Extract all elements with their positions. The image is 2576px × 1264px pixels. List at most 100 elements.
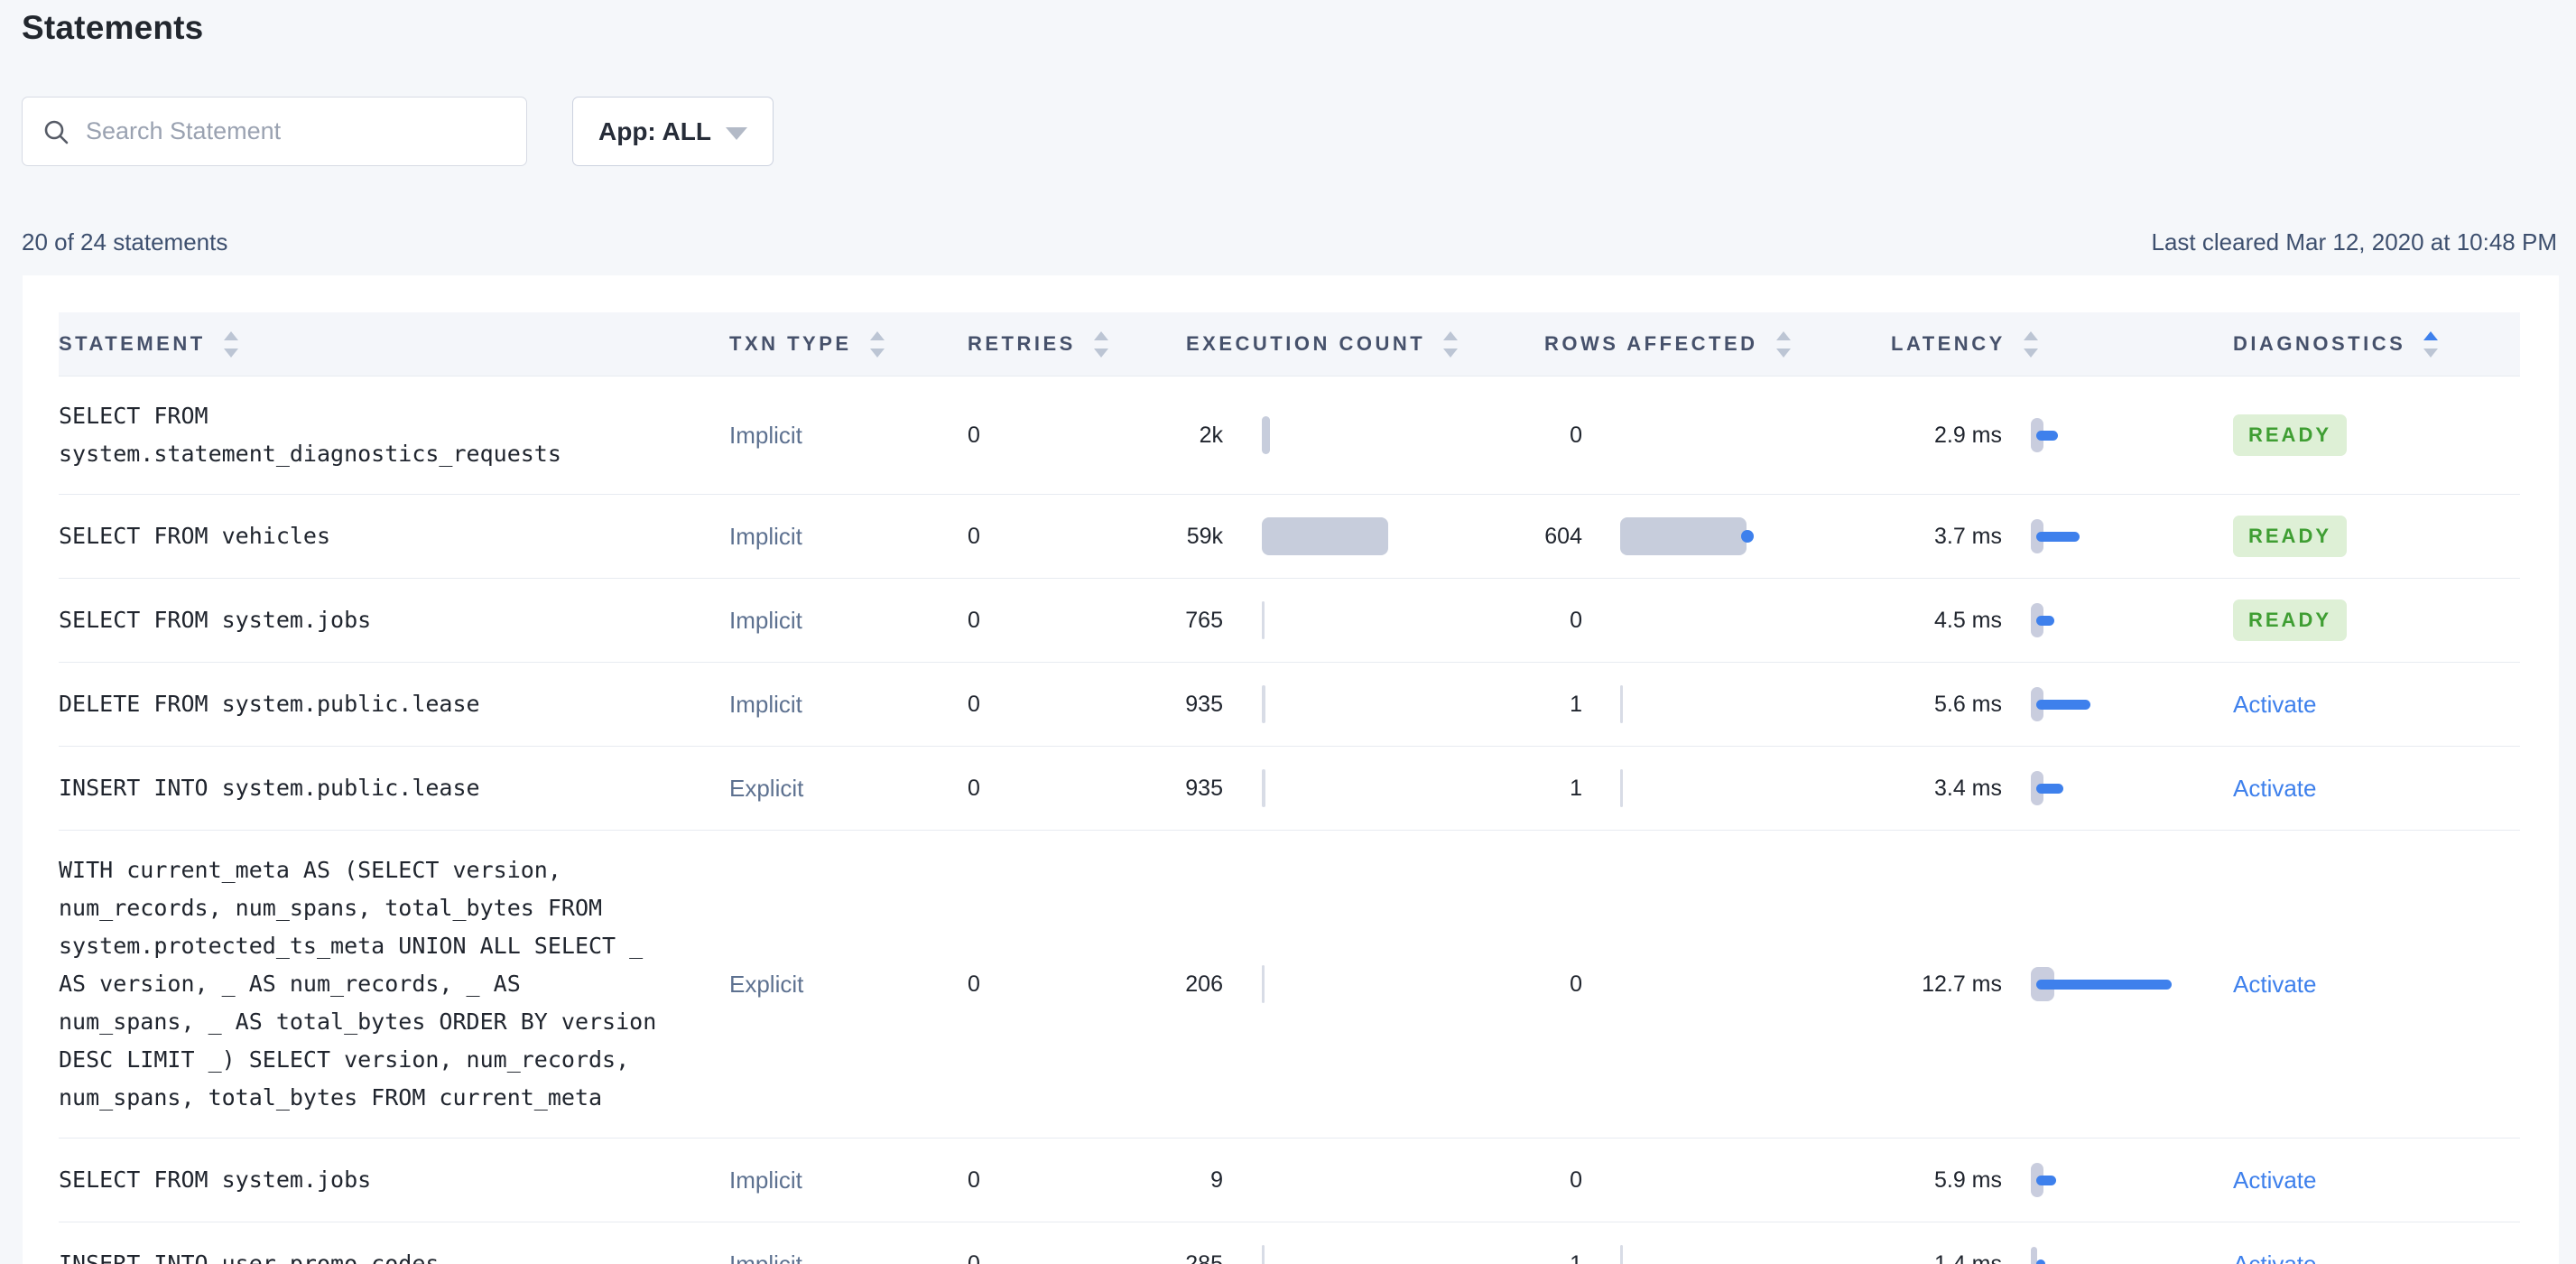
execution-count-bar-area [1262, 965, 1265, 1003]
txn-type-value: Explicit [729, 970, 804, 998]
column-header-label: ROWS AFFECTED [1544, 332, 1758, 355]
diagnostics-ready-badge: READY [2233, 599, 2348, 641]
retries-value: 0 [968, 607, 980, 633]
latency-value: 5.6 ms [1933, 691, 2002, 717]
statement-text[interactable]: SELECT FROM system.statement_diagnostics… [59, 403, 561, 467]
rows-affected-value: 0 [1570, 607, 1582, 633]
column-header-label: STATEMENT [59, 332, 206, 355]
column-header-rows-affected[interactable]: ROWS AFFECTED [1456, 330, 1876, 358]
diagnostics-activate-link[interactable]: Activate [2233, 774, 2317, 802]
rows-affected-bar [1620, 685, 1623, 723]
latency-value: 3.4 ms [1933, 775, 2002, 801]
latency-bar-chart [2031, 516, 2230, 557]
column-header-latency[interactable]: LATENCY [1876, 330, 2233, 358]
table-row: DELETE FROM system.public.lease Implicit… [59, 663, 2520, 747]
sort-arrows-icon [1775, 330, 1791, 358]
execution-count-cell: 9 [1097, 1167, 1456, 1194]
execution-count-cell: 206 [1097, 965, 1456, 1003]
diagnostics-activate-link[interactable]: Activate [2233, 970, 2317, 998]
txn-type-value: Implicit [729, 690, 802, 718]
column-header-label: TXN TYPE [729, 332, 852, 355]
execution-count-value: 9 [1210, 1166, 1223, 1193]
execution-count-value: 206 [1185, 971, 1223, 997]
sort-arrows-icon [1443, 330, 1459, 358]
execution-count-value: 285 [1185, 1250, 1223, 1264]
latency-value: 4.5 ms [1933, 607, 2002, 633]
table-row: INSERT INTO user_promo_codes Implicit 0 … [59, 1222, 2520, 1264]
latency-value: 12.7 ms [1922, 971, 2002, 997]
column-header-txn-type[interactable]: TXN TYPE [729, 330, 968, 358]
summary-row: 20 of 24 statements Last cleared Mar 12,… [22, 228, 2557, 256]
statement-text[interactable]: WITH current_meta AS (SELECT version, nu… [59, 857, 657, 1111]
rows-affected-bar-area [1620, 517, 1754, 555]
app-filter-dropdown[interactable]: App: ALL [572, 97, 774, 166]
txn-type-value: Implicit [729, 1250, 802, 1264]
search-input[interactable] [86, 117, 506, 145]
statements-table: STATEMENT TXN TYPE RETRIES EXECUTION COU… [23, 275, 2559, 1264]
execution-count-bar [1262, 416, 1270, 454]
execution-count-bar-area [1262, 685, 1265, 723]
latency-bar-chart [2031, 414, 2230, 456]
table-row: SELECT FROM system.jobs Implicit 0 765 0… [59, 579, 2520, 663]
latency-value: 3.7 ms [1933, 523, 2002, 549]
txn-type-value: Implicit [729, 421, 802, 449]
latency-bar-chart [2031, 1243, 2230, 1264]
column-header-execution-count[interactable]: EXECUTION COUNT [1097, 330, 1459, 358]
column-header-label: EXECUTION COUNT [1186, 332, 1426, 355]
execution-count-bar-area [1262, 601, 1265, 639]
execution-count-bar [1262, 601, 1265, 639]
execution-count-bar [1262, 685, 1265, 723]
column-header-label: DIAGNOSTICS [2233, 332, 2406, 355]
last-cleared-timestamp: Last cleared Mar 12, 2020 at 10:48 PM [2151, 228, 2558, 256]
rows-affected-value: 1 [1570, 775, 1582, 801]
rows-affected-value: 0 [1570, 422, 1582, 448]
rows-affected-bar-area [1620, 685, 1623, 723]
sort-arrows-icon [223, 330, 238, 358]
execution-count-cell: 285 [1097, 1245, 1456, 1264]
statement-text[interactable]: INSERT INTO user_promo_codes [59, 1250, 440, 1264]
latency-value: 5.9 ms [1933, 1166, 2002, 1193]
statement-text[interactable]: INSERT INTO system.public.lease [59, 775, 480, 801]
execution-count-bar [1262, 965, 1265, 1003]
rows-affected-cell: 1 [1456, 685, 1876, 723]
chevron-down-icon [725, 126, 747, 140]
execution-count-bar-area [1262, 416, 1270, 454]
column-header-retries[interactable]: RETRIES [968, 330, 1108, 358]
diagnostics-activate-link[interactable]: Activate [2233, 1166, 2317, 1194]
latency-mean-bar [2036, 980, 2172, 990]
rows-affected-dot [1741, 530, 1754, 543]
table-row: INSERT INTO system.public.lease Explicit… [59, 747, 2520, 831]
statement-text[interactable]: SELECT FROM system.jobs [59, 1166, 372, 1193]
retries-value: 0 [968, 1250, 980, 1264]
execution-count-bar-area [1262, 769, 1265, 807]
diagnostics-activate-link[interactable]: Activate [2233, 1250, 2317, 1264]
diagnostics-cell: Activate [2233, 775, 2520, 803]
latency-bar-chart [2031, 1159, 2230, 1201]
execution-count-value: 935 [1185, 775, 1223, 801]
execution-count-cell: 935 [1097, 685, 1456, 723]
latency-cell: 3.4 ms [1876, 767, 2233, 809]
column-header-diagnostics[interactable]: DIAGNOSTICS [2233, 330, 2520, 358]
rows-affected-value: 0 [1570, 971, 1582, 997]
latency-bar-chart [2031, 599, 2230, 641]
column-header-statement[interactable]: STATEMENT [59, 330, 729, 358]
statement-text[interactable]: SELECT FROM system.jobs [59, 607, 372, 633]
execution-count-value: 59k [1186, 523, 1223, 549]
diagnostics-activate-link[interactable]: Activate [2233, 690, 2317, 718]
retries-value: 0 [968, 1166, 980, 1193]
execution-count-bar-area [1262, 517, 1388, 555]
retries-value: 0 [968, 691, 980, 717]
statement-text[interactable]: SELECT FROM vehicles [59, 523, 331, 549]
latency-cell: 2.9 ms [1876, 414, 2233, 456]
rows-affected-bar [1620, 517, 1754, 555]
latency-bar-chart [2031, 963, 2230, 1005]
execution-count-cell: 765 [1097, 601, 1456, 639]
sort-arrows-icon [1093, 330, 1108, 358]
diagnostics-cell: Activate [2233, 1250, 2520, 1264]
diagnostics-cell: Activate [2233, 1166, 2520, 1194]
sort-arrows-icon [869, 330, 885, 358]
search-box[interactable] [22, 97, 527, 166]
statement-count: 20 of 24 statements [22, 228, 228, 256]
statement-text[interactable]: DELETE FROM system.public.lease [59, 691, 480, 717]
txn-type-value: Implicit [729, 522, 802, 550]
